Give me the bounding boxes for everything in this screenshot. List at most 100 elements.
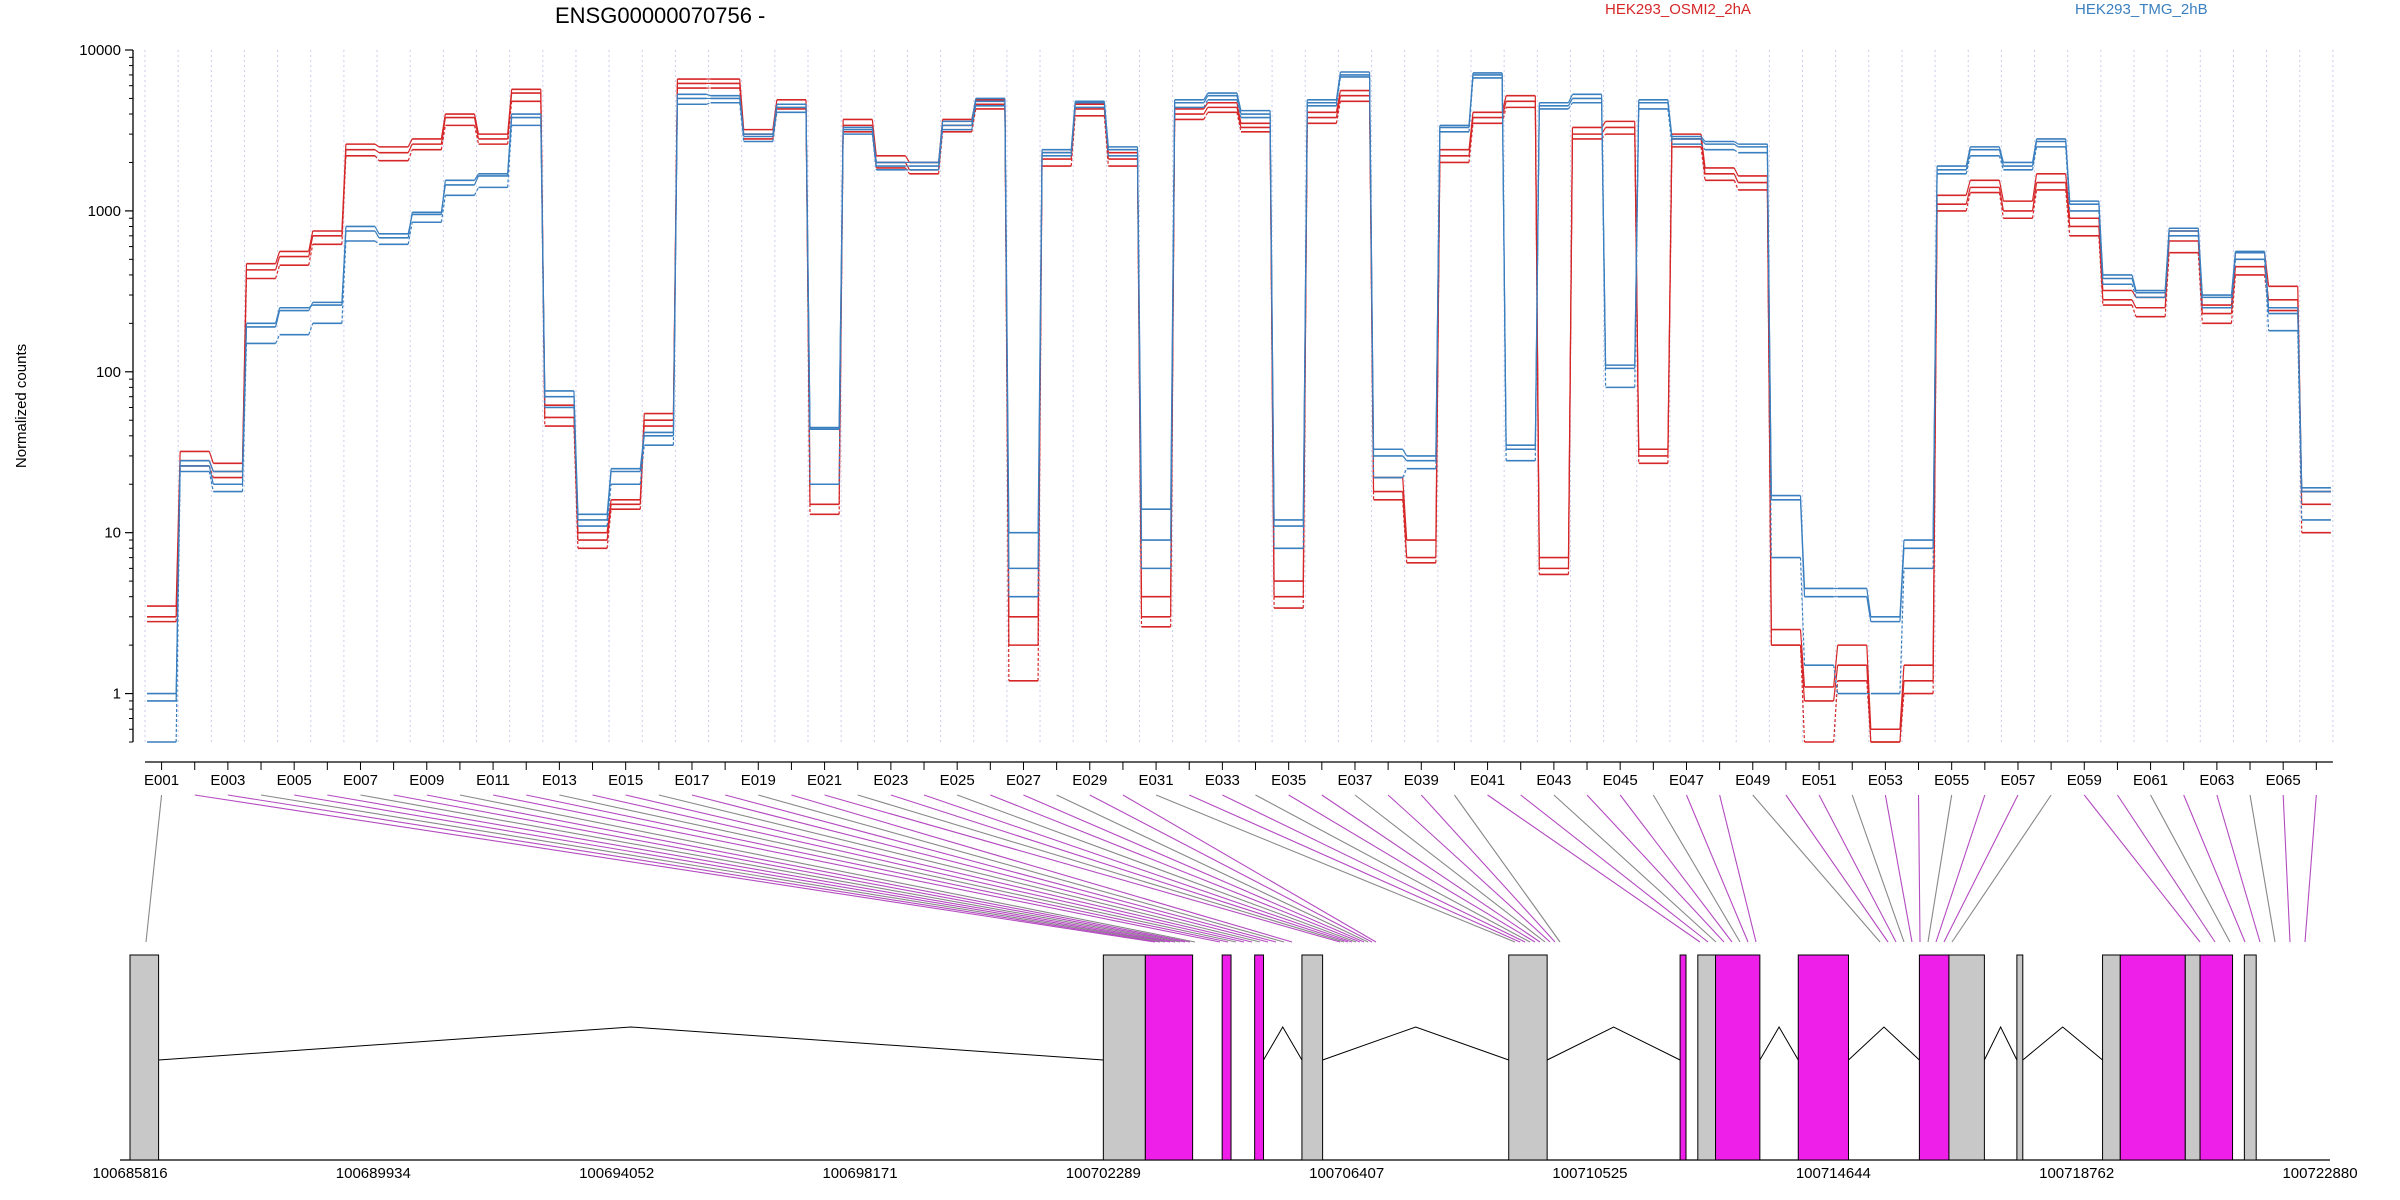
exon-block (2016, 954, 2024, 1161)
y-tick-label: 10000 (79, 42, 121, 59)
x-tick-label: E063 (2199, 772, 2234, 789)
exon-connector (1387, 794, 1551, 943)
x-tick-label: E037 (1337, 772, 1372, 789)
exon-block (1508, 954, 1548, 1161)
exon-connector (1927, 794, 1953, 943)
exon-connector (1155, 794, 1516, 943)
intron-line (2022, 1026, 2103, 1061)
coding-exon-block (1715, 954, 1761, 1161)
exon-connector (1851, 794, 1905, 943)
coding-exon-block (1918, 954, 1950, 1161)
x-tick-label: E047 (1669, 772, 1704, 789)
exon-connector (1752, 794, 1881, 943)
exon-connector (592, 794, 1245, 943)
exon-connector (1089, 794, 1373, 943)
exon-connector (890, 794, 1349, 943)
exon-connector (227, 794, 1161, 943)
exon-connector (724, 794, 1277, 943)
exon-connector (1420, 794, 1556, 943)
plot-axes (132, 50, 2333, 763)
intron-line (158, 1026, 1104, 1061)
exon-connector (625, 794, 1253, 943)
tmg-step-levels (147, 74, 2331, 695)
exon-connector (1023, 794, 1365, 943)
exon-connector (2282, 794, 2291, 943)
osmi-step-levels (147, 87, 2331, 743)
gene-coordinate-label: 100714644 (1796, 1165, 1871, 1182)
y-tick-label: 100 (96, 364, 121, 381)
exon-connector (1685, 794, 1749, 943)
exon-connector (1935, 794, 1986, 943)
x-axis-ticks: E001 E003 E005 E007 E009 E011 E013 E015 E017 E019… (144, 762, 2317, 789)
exon-connector (857, 794, 1345, 943)
x-tick-label: E007 (343, 772, 378, 789)
exon-connector (1818, 794, 1897, 943)
x-tick-label: E065 (2266, 772, 2301, 789)
exon-connector (923, 794, 1353, 943)
exon-connector (426, 794, 1191, 943)
exon-connector (1619, 794, 1733, 943)
x-tick-label: E039 (1404, 772, 1439, 789)
y-tick-label: 1 (113, 686, 121, 703)
x-tick-label: E027 (1006, 772, 1041, 789)
exon-connector (1056, 794, 1369, 943)
x-tick-label: E041 (1470, 772, 1505, 789)
exon-connector (658, 794, 1261, 943)
exon-connector (691, 794, 1269, 943)
exon-connector (1288, 794, 1536, 943)
exon-connector (1884, 794, 1913, 943)
exon-connector (2216, 794, 2261, 943)
x-tick-label: E055 (1934, 772, 1969, 789)
gene-coordinate-label: 100706407 (1309, 1165, 1384, 1182)
intron-line (1546, 1026, 1681, 1061)
exon-connector (1487, 794, 1701, 943)
exon-block (2184, 954, 2201, 1161)
x-tick-label: E013 (542, 772, 577, 789)
exon-connector (559, 794, 1237, 943)
gene-coordinate-label: 100689934 (336, 1165, 411, 1182)
coding-exon-block (2119, 954, 2186, 1161)
gene-model (120, 954, 2330, 1161)
exon-connector (1321, 794, 1541, 943)
legend-entry-tmg: HEK293_TMG_2hB (2075, 1, 2208, 18)
x-tick-label: E031 (1139, 772, 1174, 789)
exon-block (2102, 954, 2121, 1161)
exon-connector (360, 794, 1181, 943)
exon-connector (393, 794, 1186, 943)
exon-connector (990, 794, 1361, 943)
exon-connector (1122, 794, 1377, 943)
x-tick-label: E057 (2000, 772, 2035, 789)
intron-line (1263, 1026, 1303, 1061)
gene-coordinate-label: 100710525 (1552, 1165, 1627, 1182)
x-tick-label: E061 (2133, 772, 2168, 789)
exon-connector (145, 794, 163, 943)
exon-connector (1785, 794, 1889, 943)
exon-connector (327, 794, 1176, 943)
exon-connector (1943, 794, 2019, 943)
exon-connector (1222, 794, 1526, 943)
x-tick-label: E045 (1603, 772, 1638, 789)
exon-connector (492, 794, 1221, 943)
coding-exon-block (2199, 954, 2234, 1161)
x-tick-label: E019 (741, 772, 776, 789)
x-tick-label: E029 (1072, 772, 1107, 789)
coding-exon-block (1797, 954, 1849, 1161)
exon-connector (459, 794, 1196, 943)
x-tick-label: E035 (1271, 772, 1306, 789)
gene-coordinate-label: 100702289 (1066, 1165, 1141, 1182)
gene-coordinate-axis: 100685816 100689934 100694052 100698171 1007… (92, 1165, 2357, 1182)
x-tick-label: E009 (409, 772, 444, 789)
gene-coordinate-label: 100698171 (822, 1165, 897, 1182)
exon-connector (1652, 794, 1741, 943)
x-tick-label: E023 (873, 772, 908, 789)
exon-connector (1255, 794, 1531, 943)
exon-block (1301, 954, 1324, 1161)
y-axis-ticks: 1 10 100 1000 10000 (79, 42, 133, 743)
exon-connector (758, 794, 1285, 943)
exon-block (1948, 954, 1985, 1161)
gene-coordinate-label: 100694052 (579, 1165, 654, 1182)
series-tmg-lines (147, 71, 2331, 743)
exon-connector (2150, 794, 2231, 943)
coding-exon-block (1679, 954, 1687, 1161)
osmi-step-levels (147, 78, 2331, 731)
